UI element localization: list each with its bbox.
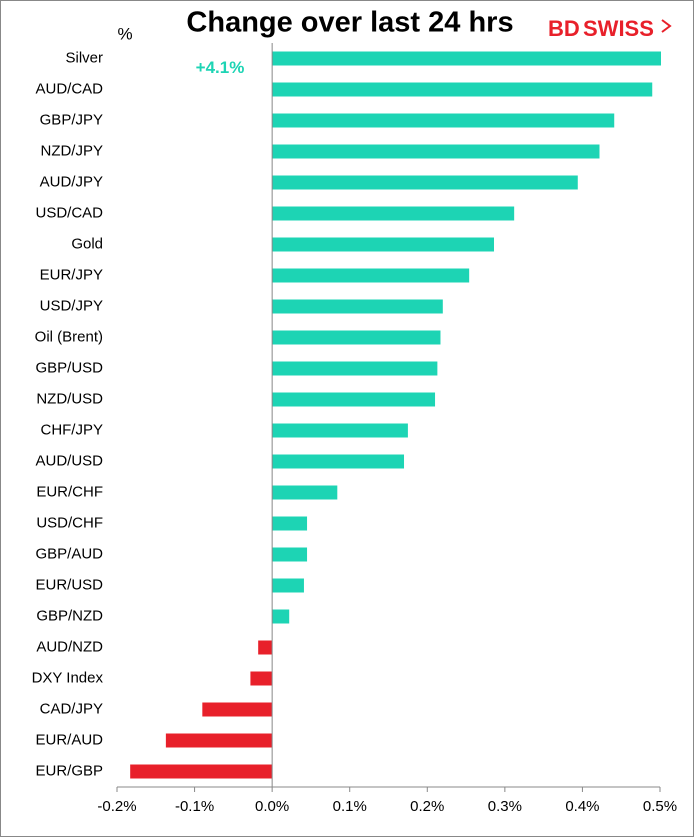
bar: [272, 485, 338, 500]
value-label: +4.1%: [196, 58, 245, 77]
bar: [272, 361, 438, 376]
logo: BD SWISS: [548, 16, 672, 41]
x-tick-label: 0.2%: [410, 798, 444, 815]
bar: [272, 516, 308, 531]
x-tick-label: 0.0%: [255, 798, 289, 815]
category-label: AUD/NZD: [36, 638, 103, 655]
category-label: GBP/AUD: [35, 545, 103, 562]
bar: [165, 733, 273, 748]
bar: [272, 144, 600, 159]
x-tick-label: 0.1%: [333, 798, 367, 815]
category-label: GBP/NZD: [36, 607, 103, 624]
x-tick-label: 0.5%: [643, 798, 677, 815]
x-tick-label: -0.1%: [175, 798, 214, 815]
chart-title: Change over last 24 hrs: [186, 7, 513, 39]
category-label: EUR/JPY: [40, 266, 103, 283]
bar: [272, 206, 515, 221]
category-label: CHF/JPY: [40, 421, 103, 438]
logo-swiss: SWISS: [583, 16, 654, 41]
category-label: AUD/CAD: [35, 80, 103, 97]
bar: [272, 454, 405, 469]
bar: [258, 640, 273, 655]
category-label: Silver: [65, 49, 103, 66]
logo-mark: [661, 19, 672, 33]
bar: [272, 113, 615, 128]
category-label: EUR/USD: [35, 576, 103, 593]
category-label: EUR/AUD: [35, 731, 103, 748]
bar: [250, 671, 273, 686]
bar: [272, 82, 653, 97]
bar: [272, 299, 443, 314]
bar: [272, 392, 436, 407]
bar: [272, 330, 441, 345]
category-label: CAD/JPY: [40, 700, 103, 717]
bar: [130, 764, 273, 779]
category-label: EUR/CHF: [36, 483, 103, 500]
category-label: NZD/JPY: [40, 142, 103, 159]
bar: [272, 578, 304, 593]
bar: [272, 547, 308, 562]
x-tick-label: 0.3%: [488, 798, 522, 815]
bar: [202, 702, 273, 717]
y-unit: %: [117, 24, 132, 43]
category-label: Gold: [71, 235, 103, 252]
category-label: AUD/USD: [35, 452, 103, 469]
bar: [272, 268, 470, 283]
category-label: USD/CHF: [36, 514, 103, 531]
category-label: GBP/JPY: [40, 111, 103, 128]
category-label: USD/CAD: [35, 204, 103, 221]
category-label: Oil (Brent): [35, 328, 103, 345]
bar: [272, 237, 494, 252]
bar: [272, 51, 661, 66]
category-label: NZD/USD: [36, 390, 103, 407]
category-label: USD/JPY: [40, 297, 103, 314]
category-label: DXY Index: [32, 669, 104, 686]
plot: [130, 51, 661, 779]
category-label: GBP/USD: [35, 359, 103, 376]
bar: [272, 609, 290, 624]
logo-bd: BD: [548, 16, 580, 41]
category-label: AUD/JPY: [40, 173, 103, 190]
bar: [272, 175, 578, 190]
category-label: EUR/GBP: [35, 762, 103, 779]
x-tick-label: 0.4%: [565, 798, 599, 815]
x-tick-label: -0.2%: [97, 798, 136, 815]
bar: [272, 423, 408, 438]
